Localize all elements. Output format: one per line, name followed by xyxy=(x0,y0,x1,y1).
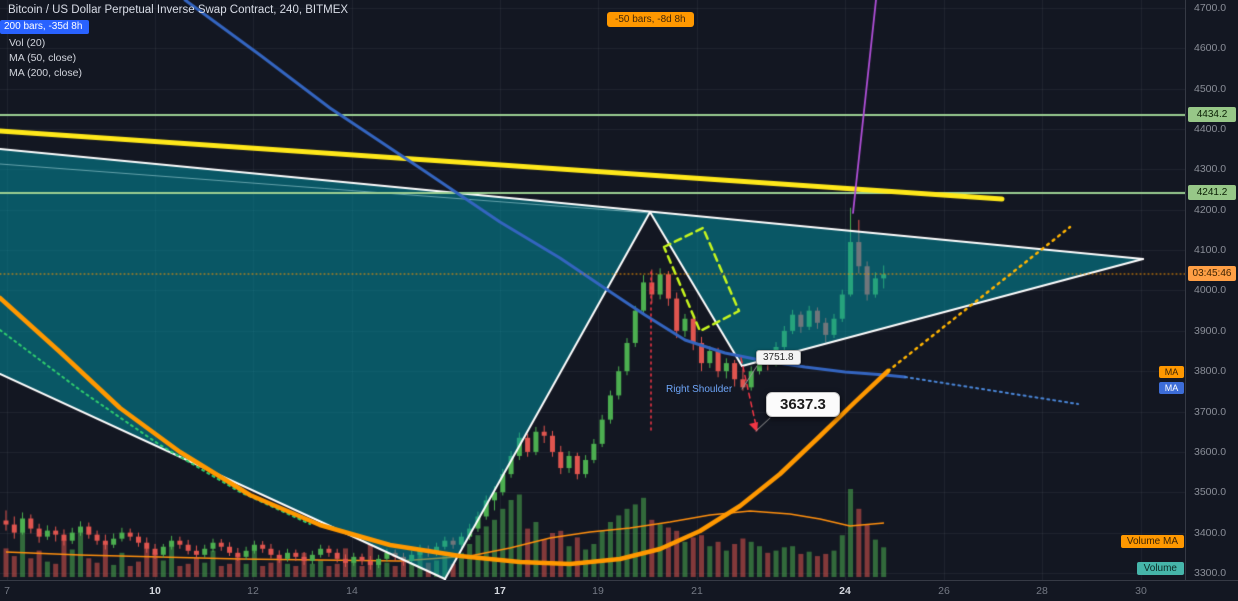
time-tick-label: 28 xyxy=(1036,585,1048,597)
bars-measure-badge: -50 bars, -8d 8h xyxy=(607,12,694,27)
time-tick-label: 14 xyxy=(346,585,358,597)
price-tick-label: 4100.0 xyxy=(1194,244,1227,257)
ma50-axis-badge: MA xyxy=(1159,382,1184,394)
time-tick-label: 24 xyxy=(839,585,851,597)
right-shoulder-label[interactable]: Right Shoulder xyxy=(666,384,733,395)
price-tick-label: 3500.0 xyxy=(1194,486,1227,499)
price-tick-label: 3600.0 xyxy=(1194,445,1227,458)
price-tick-label: 3900.0 xyxy=(1194,324,1227,337)
symbol-title[interactable]: Bitcoin / US Dollar Perpetual Inverse Sw… xyxy=(8,4,349,16)
time-tick-label: 26 xyxy=(938,585,950,597)
time-tick-label: 30 xyxy=(1135,585,1147,597)
volume-ma-axis-badge: Volume MA xyxy=(1120,535,1184,548)
ma200-axis-badge: MA xyxy=(1159,366,1184,378)
legend-volume-study[interactable]: Vol (20) xyxy=(9,37,46,49)
time-axis[interactable]: 7 10 12 14 17 19 21 24 26 28 30 xyxy=(0,580,1238,601)
bars-range-badge: 200 bars, -35d 8h xyxy=(0,20,90,34)
time-tick-label: 10 xyxy=(149,585,161,597)
price-tag-3751[interactable]: 3751.8 xyxy=(756,350,801,365)
price-tick-label: 4500.0 xyxy=(1194,82,1227,95)
legend-ma50-study[interactable]: MA (50, close) xyxy=(9,52,77,64)
time-tick-label: 19 xyxy=(592,585,604,597)
time-tick-label: 12 xyxy=(247,585,259,597)
bar-countdown-label: 03:45:46 xyxy=(1188,266,1236,282)
chart-legend: Bitcoin / US Dollar Perpetual Inverse Sw… xyxy=(0,4,348,79)
price-tick-label: 4200.0 xyxy=(1194,203,1227,216)
price-axis[interactable]: 4434.2 4241.2 03:45:46 4700.0 4600.0 4500.… xyxy=(1185,0,1238,580)
price-tick-label: 4600.0 xyxy=(1194,42,1227,55)
volume-axis-badge: Volume xyxy=(1136,562,1184,575)
price-target-tag-3637[interactable]: 3637.3 xyxy=(766,392,840,417)
level-price-label-lower: 4241.2 xyxy=(1188,185,1236,201)
time-tick-label: 17 xyxy=(494,585,506,597)
level-price-label-upper: 4434.2 xyxy=(1188,107,1236,123)
price-tick-label: 4700.0 xyxy=(1194,1,1227,14)
legend-ma200-study[interactable]: MA (200, close) xyxy=(9,67,82,79)
price-tick-label: 4400.0 xyxy=(1194,123,1227,136)
price-tick-label: 4000.0 xyxy=(1194,284,1227,297)
price-tick-label: 3800.0 xyxy=(1194,365,1227,378)
price-tick-label: 3700.0 xyxy=(1194,405,1227,418)
time-tick-label: 7 xyxy=(4,585,10,597)
price-tick-label: 3400.0 xyxy=(1194,526,1227,539)
time-tick-label: 21 xyxy=(691,585,703,597)
price-chart-canvas[interactable] xyxy=(0,0,1185,580)
price-tick-label: 4300.0 xyxy=(1194,163,1227,176)
price-tick-label: 3300.0 xyxy=(1194,566,1227,579)
